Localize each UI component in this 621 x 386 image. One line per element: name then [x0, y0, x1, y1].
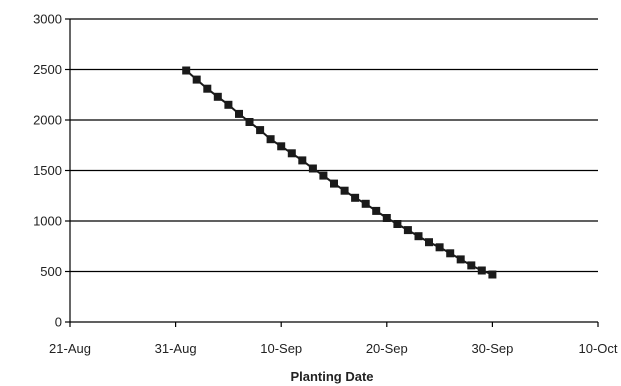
data-point	[319, 171, 328, 180]
data-point	[213, 92, 222, 101]
data-point	[245, 118, 254, 126]
x-axis-title: Planting Date	[290, 369, 373, 384]
y-tick-label: 0	[55, 315, 62, 330]
data-point	[308, 164, 317, 173]
data-point	[235, 109, 243, 118]
data-point	[330, 179, 338, 188]
data-point	[266, 135, 275, 144]
data-point	[182, 66, 191, 75]
x-tick-label: 20-Sep	[366, 341, 408, 356]
x-tick-label: 30-Sep	[471, 341, 513, 356]
y-axis-ticks: 0 500 1000 1500 2000 2500 3000	[33, 12, 70, 330]
data-series	[182, 66, 497, 279]
y-tick-label: 2500	[33, 62, 62, 77]
y-tick-label: 1000	[33, 214, 62, 229]
data-point	[446, 249, 455, 258]
data-point	[403, 226, 412, 235]
data-point	[382, 214, 391, 222]
data-point	[351, 193, 360, 202]
data-point	[340, 186, 349, 195]
x-axis-ticks: 21-Aug 31-Aug 10-Sep 20-Sep 30-Sep 10-Oct	[49, 322, 618, 356]
data-point	[203, 84, 212, 93]
y-tick-label: 1500	[33, 163, 62, 178]
data-point	[393, 220, 402, 228]
data-point	[224, 100, 233, 109]
data-point	[488, 270, 497, 279]
x-tick-label: 10-Sep	[260, 341, 302, 356]
data-point	[414, 232, 423, 241]
grid-lines	[70, 18, 598, 273]
data-point	[425, 238, 433, 247]
x-tick-label: 31-Aug	[155, 341, 197, 356]
y-tick-label: 3000	[33, 12, 62, 27]
data-point	[298, 156, 307, 165]
data-point	[477, 266, 486, 275]
data-point	[287, 149, 296, 158]
data-point	[467, 261, 476, 270]
data-point	[256, 126, 265, 135]
x-tick-label: 10-Oct	[578, 341, 617, 356]
data-point	[435, 243, 444, 252]
data-point	[361, 199, 370, 208]
x-tick-label: 21-Aug	[49, 341, 91, 356]
y-tick-label: 2000	[33, 113, 62, 128]
data-point	[192, 75, 201, 84]
data-point	[456, 255, 465, 264]
data-point	[372, 206, 381, 215]
y-tick-label: 500	[40, 264, 62, 279]
data-point	[277, 142, 286, 151]
